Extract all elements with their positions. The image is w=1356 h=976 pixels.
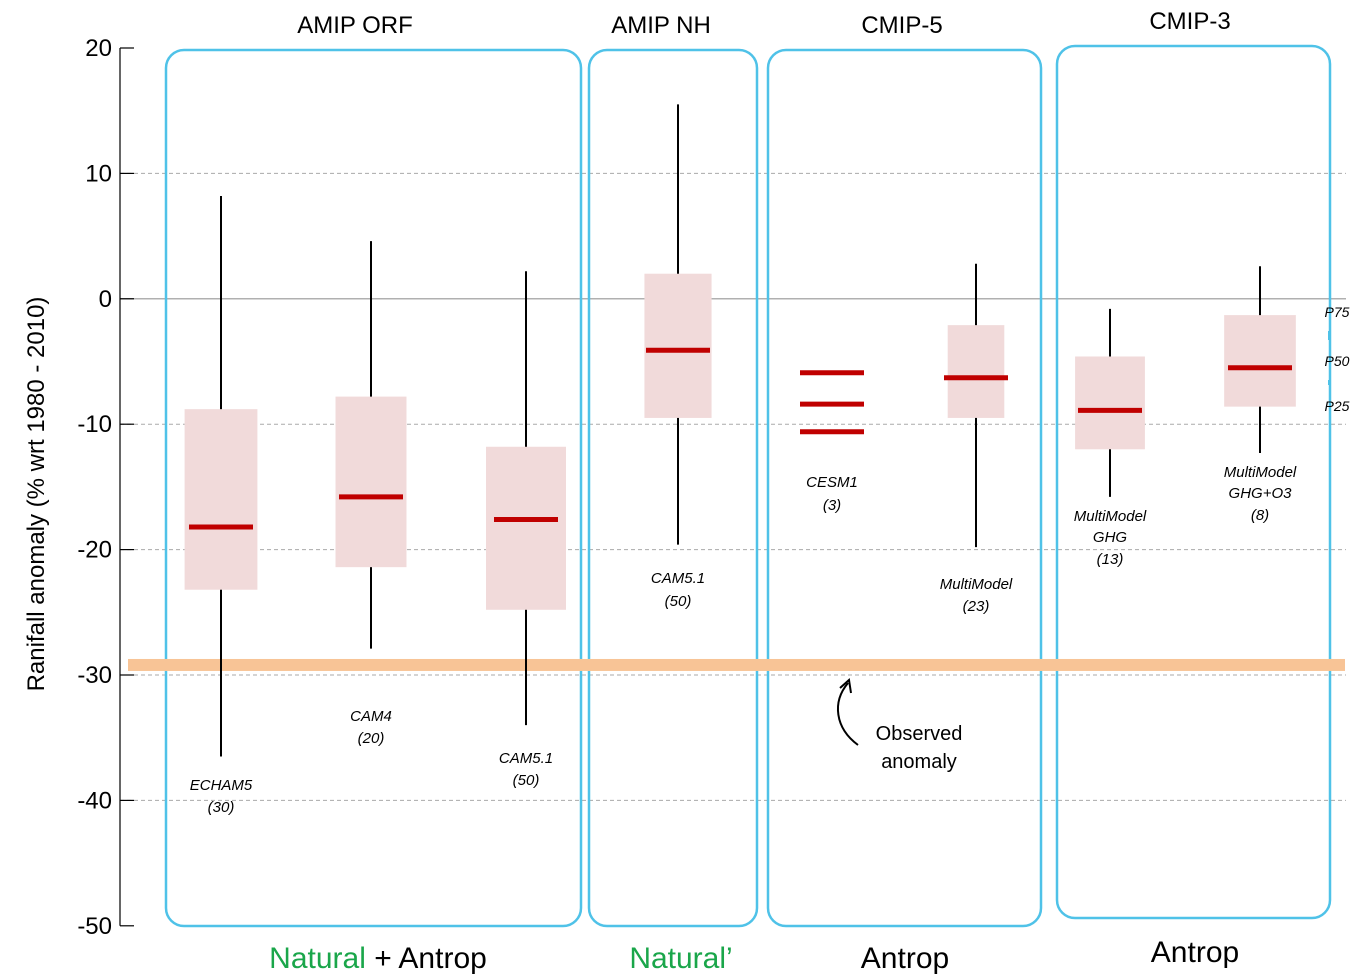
model-label-line2: GHG xyxy=(1093,529,1128,546)
group-frame xyxy=(766,48,1043,928)
y-tick-label: -20 xyxy=(77,537,112,564)
legend-p25: P25 xyxy=(1325,398,1350,414)
iqr-box xyxy=(335,396,407,568)
model-count: (13) xyxy=(1097,551,1124,568)
group-title: CMIP-5 xyxy=(861,12,942,39)
model-count: (30) xyxy=(208,799,235,816)
group-title: AMIP NH xyxy=(611,12,711,39)
iqr-box xyxy=(644,273,712,418)
group-frame xyxy=(1055,44,1332,920)
model-count: (50) xyxy=(665,593,692,610)
model-label: MultiModel xyxy=(1224,464,1297,481)
observed-label-line1: Observed xyxy=(876,723,963,745)
model-count: (50) xyxy=(513,772,540,789)
observed-band-layer xyxy=(128,658,1345,671)
group-bottom-part: Natural’ xyxy=(629,942,732,975)
iqr-box xyxy=(1075,356,1145,450)
iqr-box xyxy=(184,409,258,590)
model-label: MultiModel xyxy=(1074,508,1147,525)
model-label: ECHAM5 xyxy=(190,777,253,794)
group-title: CMIP-3 xyxy=(1149,8,1230,35)
y-tick-label: -50 xyxy=(77,913,112,940)
group-frames-layer xyxy=(164,44,1332,928)
y-tick-label: -40 xyxy=(77,787,112,814)
group-bottom-label: Antrop xyxy=(861,942,949,975)
model-label: CAM5.1 xyxy=(499,750,553,767)
group-bottom-label: Antrop xyxy=(1151,936,1239,969)
observed-label-line2: anomaly xyxy=(881,751,957,773)
y-tick-label: 10 xyxy=(85,160,112,187)
model-count: (8) xyxy=(1251,507,1269,524)
model-label: CESM1 xyxy=(806,474,858,491)
y-tick-label: 20 xyxy=(85,35,112,62)
iqr-box xyxy=(947,325,1005,418)
y-axis: 20 10 0 -10 -20 -30 -40 -50 xyxy=(77,35,134,940)
observed-arrowhead xyxy=(839,678,852,694)
group-frame xyxy=(587,48,759,928)
model-count: (23) xyxy=(963,598,990,615)
group-bottom-label: Natural’ xyxy=(629,942,732,975)
y-tick-label: -10 xyxy=(77,411,112,438)
y-axis-title: Ranifall anomaly (% wrt 1980 - 2010) xyxy=(23,297,50,692)
iqr-box xyxy=(1224,315,1296,407)
group-bottom-part: Antrop xyxy=(861,942,949,975)
legend-p75: P75 xyxy=(1325,304,1350,320)
model-label: CAM5.1 xyxy=(651,570,705,587)
model-label: MultiModel xyxy=(940,576,1013,593)
group-frame xyxy=(164,48,583,928)
observed-arrow xyxy=(837,682,859,746)
group-title: AMIP ORF xyxy=(297,12,413,39)
y-tick-label: -30 xyxy=(77,662,112,689)
observed-band xyxy=(128,658,1345,671)
legend-p50: P50 xyxy=(1325,353,1350,369)
iqr-box xyxy=(486,446,566,610)
group-bottom-label: Natural + Antrop xyxy=(269,942,487,975)
model-label-line2: GHG+O3 xyxy=(1229,485,1293,502)
grid-layer xyxy=(120,172,1346,801)
model-label: CAM4 xyxy=(350,708,392,725)
group-bottom-part: + Antrop xyxy=(366,942,487,975)
labels-layer: AMIP ORF Natural + Antrop ECHAM5 (30) CAM4 (2… xyxy=(190,8,1350,975)
y-tick-label: 0 xyxy=(99,286,112,313)
model-count: (3) xyxy=(823,497,841,514)
group-bottom-part: Natural xyxy=(269,942,366,975)
boxes-layer xyxy=(184,104,1296,757)
group-bottom-part: Antrop xyxy=(1151,936,1239,969)
model-count: (20) xyxy=(358,730,385,747)
